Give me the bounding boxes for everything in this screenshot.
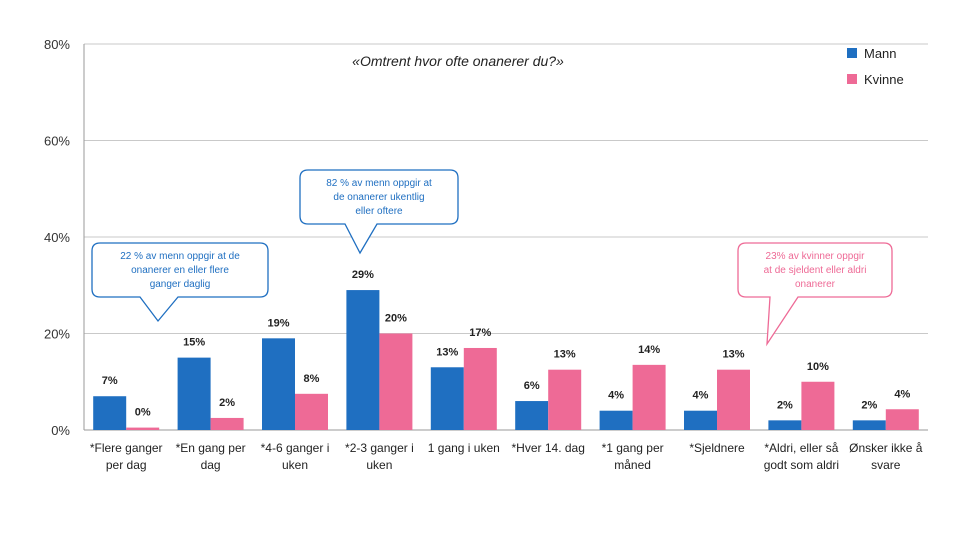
bar-kvinne bbox=[885, 409, 919, 430]
legend-swatch bbox=[847, 48, 857, 58]
data-label: 20% bbox=[385, 313, 407, 325]
annotations: 22 % av menn oppgir at de onanerer en ell… bbox=[91, 169, 893, 347]
data-label: 29% bbox=[352, 269, 374, 281]
callout: 22 % av menn oppgir at de onanerer en ell… bbox=[91, 242, 269, 323]
data-label: 17% bbox=[469, 327, 491, 339]
bar-kvinne bbox=[295, 393, 328, 430]
data-label: 2% bbox=[219, 397, 235, 409]
data-label: 4% bbox=[693, 390, 709, 402]
data-label: 8% bbox=[304, 373, 320, 385]
bar-mann bbox=[346, 290, 380, 430]
bar-mann bbox=[430, 367, 464, 430]
data-label: 0% bbox=[135, 407, 151, 419]
data-label: 7% bbox=[102, 375, 118, 387]
data-label: 14% bbox=[638, 344, 660, 356]
y-tick-label: 20% bbox=[44, 327, 70, 342]
legend-swatch bbox=[847, 74, 857, 84]
x-tick-label: *4-6 ganger i uken bbox=[261, 441, 330, 472]
x-tick-label: 1 gang i uken bbox=[428, 441, 500, 455]
callout-text: 23% av kvinner oppgir at de sjeldent elle… bbox=[764, 251, 867, 290]
y-tick-label: 80% bbox=[44, 37, 70, 52]
bar-mann bbox=[177, 357, 211, 430]
bar-kvinne bbox=[126, 427, 160, 430]
legend-label: Mann bbox=[864, 46, 897, 61]
bar-mann bbox=[684, 410, 717, 430]
y-tick-label: 40% bbox=[44, 230, 70, 245]
x-tick-label: *2-3 ganger i uken bbox=[345, 441, 414, 472]
data-label: 13% bbox=[722, 349, 744, 361]
callout-text: 22 % av menn oppgir at de onanerer en ell… bbox=[120, 251, 240, 290]
data-label: 6% bbox=[524, 380, 540, 392]
x-tick-label: *En gang per dag bbox=[176, 441, 246, 472]
bars: 7% 0% 15% 2% 19% 8% 29% 20% 13% 17% 6% 13% 4% 14% 4% 13… bbox=[93, 269, 919, 430]
callout: 23% av kvinner oppgir at de sjeldent elle… bbox=[737, 242, 893, 347]
bar-mann bbox=[93, 396, 127, 430]
x-axis-categories: *Flere ganger per dag *En gang per dag *4-6 … bbox=[90, 441, 923, 472]
bar-mann bbox=[852, 420, 886, 430]
bar-mann bbox=[599, 410, 633, 430]
legend-label: Kvinne bbox=[864, 72, 904, 87]
x-tick-label: *1 gang per måned bbox=[602, 441, 664, 472]
data-label: 15% bbox=[183, 337, 205, 349]
x-tick-label: Ønsker ikke å svare bbox=[849, 441, 923, 472]
x-tick-label: *Hver 14. dag bbox=[512, 441, 585, 455]
callout-box bbox=[91, 242, 269, 323]
x-tick-label: *Aldri, eller så godt som aldri bbox=[764, 441, 839, 472]
bar-kvinne bbox=[801, 381, 835, 430]
y-tick-label: 0% bbox=[51, 423, 70, 438]
data-label: 13% bbox=[554, 349, 576, 361]
bar-kvinne bbox=[632, 364, 666, 430]
bar-kvinne bbox=[463, 347, 497, 430]
y-tick-label: 60% bbox=[44, 134, 70, 149]
data-label: 13% bbox=[436, 346, 458, 358]
legend: Mann Kvinne bbox=[847, 46, 904, 87]
bar-kvinne bbox=[548, 369, 582, 430]
callout-box bbox=[299, 169, 459, 255]
data-label: 10% bbox=[807, 361, 829, 373]
y-axis-ticks: 0% 20% 40% 60% 80% bbox=[44, 37, 70, 438]
callout-text: 82 % av menn oppgir at de onanerer ukentl… bbox=[326, 178, 432, 217]
bar-kvinne bbox=[379, 333, 413, 430]
bar-mann bbox=[768, 420, 802, 430]
bar-kvinne bbox=[717, 369, 750, 430]
data-label: 19% bbox=[267, 317, 289, 329]
data-label: 4% bbox=[608, 390, 624, 402]
data-label: 2% bbox=[861, 399, 877, 411]
bar-kvinne bbox=[210, 417, 244, 430]
data-label: 2% bbox=[777, 399, 793, 411]
callout-box bbox=[737, 242, 893, 347]
callout: 82 % av menn oppgir at de onanerer ukentl… bbox=[299, 169, 459, 255]
x-tick-label: *Flere ganger per dag bbox=[90, 441, 163, 472]
bar-mann bbox=[262, 338, 295, 430]
bar-mann bbox=[515, 401, 549, 430]
data-label: 4% bbox=[894, 388, 910, 400]
x-tick-label: *Sjeldnere bbox=[689, 441, 745, 455]
chart-title: «Omtrent hvor ofte onanerer du?» bbox=[352, 53, 564, 69]
